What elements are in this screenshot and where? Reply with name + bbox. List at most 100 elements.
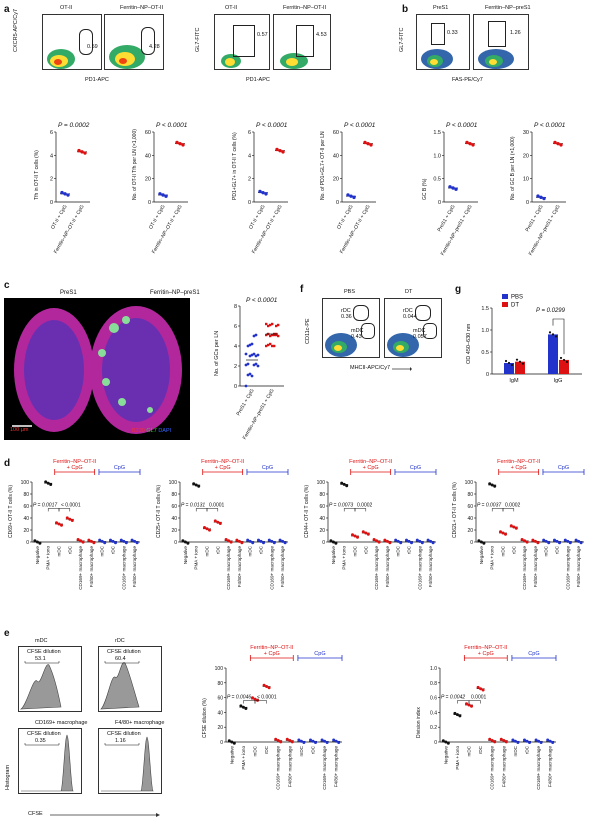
data-point <box>55 521 58 525</box>
data-point <box>363 140 367 145</box>
x-tick-label: OT-II + CpG <box>50 204 69 231</box>
x-tick-label: Ferritin–NP–OT-II + CpG <box>339 204 372 255</box>
data-point <box>448 185 452 189</box>
y-tick-label: 4 <box>234 344 237 350</box>
p-value: 0.0002 <box>357 502 373 508</box>
data-point <box>542 196 546 201</box>
data-point <box>265 344 268 348</box>
y-tick-label: 20 <box>467 528 473 534</box>
p-value: P < 0.0001 <box>156 122 188 129</box>
data-point <box>533 539 537 543</box>
data-point <box>208 528 211 532</box>
p-value: P = 0.0299 <box>536 308 566 314</box>
p-value: P = 0.0042 <box>441 695 465 701</box>
data-point <box>320 738 324 742</box>
p-value: 0.0001 <box>209 502 225 508</box>
stain-b220: B220 <box>132 428 145 434</box>
x-tick-label: rDC <box>555 545 560 554</box>
data-point <box>83 151 87 155</box>
y-tick-label: 1.0 <box>430 666 437 672</box>
data-point <box>511 738 515 742</box>
data-point <box>68 517 72 521</box>
data-point <box>135 541 139 545</box>
data-point <box>455 713 459 717</box>
micro-title: Ferritin–NP–preS1 <box>150 290 200 296</box>
y-tick-label: 0.8 <box>430 681 437 687</box>
x-tick-label: Negative <box>443 746 448 765</box>
y-tick-label: 0.6 <box>430 696 437 702</box>
flow-title: OT-II <box>60 5 73 11</box>
flow-title: OT-II <box>225 5 238 11</box>
y-tick-label: 0 <box>470 540 473 546</box>
p-value: P = 0.0002 <box>58 122 90 129</box>
data-point <box>366 141 370 146</box>
data-point <box>111 539 115 543</box>
data-point <box>518 360 522 363</box>
gate-bracket <box>24 743 60 746</box>
data-point <box>237 539 241 543</box>
x-tick-label: PMA + iono <box>455 746 460 770</box>
data-point <box>205 527 209 531</box>
x-tick-label: mDC <box>248 545 253 556</box>
data-point <box>377 540 381 544</box>
flow-plot-ferritin-pres1: 1.26 <box>473 14 529 70</box>
data-point <box>311 739 315 743</box>
flow-plot-ferritin-gl7: 4.53 <box>273 14 331 70</box>
data-point <box>253 697 257 701</box>
data-point <box>523 738 526 742</box>
data-point <box>297 738 301 742</box>
data-point <box>122 539 126 543</box>
data-point <box>241 705 245 709</box>
x-tick-label: PMA + iono <box>46 546 51 570</box>
x-tick-label: PMA + iono <box>194 546 199 570</box>
data-point <box>490 739 494 743</box>
data-point <box>556 141 560 146</box>
p-value: P < 0.0001 <box>534 122 566 129</box>
gate-bracket <box>24 661 60 664</box>
data-point <box>109 538 112 542</box>
data-point <box>337 741 341 745</box>
group-header-blue: CpG <box>114 465 125 471</box>
data-point <box>254 333 258 337</box>
data-point <box>534 738 538 742</box>
data-point <box>256 364 260 368</box>
data-point <box>577 539 581 543</box>
data-point <box>248 539 252 543</box>
y-tick-label: 80 <box>319 492 325 498</box>
data-point <box>559 143 563 147</box>
p-value: P = 0.0073 <box>329 502 353 508</box>
data-point <box>351 533 354 537</box>
data-point <box>227 739 231 743</box>
data-point <box>481 688 485 692</box>
histogram-title: rDC <box>115 638 125 644</box>
data-point <box>441 739 445 743</box>
data-point <box>563 538 567 542</box>
y-tick-label: 30 <box>523 130 529 136</box>
flow-xlabel: FAS-PE/Cy7 <box>452 77 483 83</box>
data-point <box>216 520 220 524</box>
group-header-red: + CpG <box>511 465 527 471</box>
x-tick-label: CD169+ macrophage <box>522 546 527 590</box>
data-point <box>539 741 543 745</box>
data-point <box>275 147 279 152</box>
data-point <box>275 333 278 337</box>
p-value: P = 0.0046 <box>227 695 251 701</box>
group-header-red: Ferritin–NP–OT-II <box>250 645 294 651</box>
x-tick-label: IgG <box>554 378 563 384</box>
data-point <box>251 696 254 700</box>
y-axis-label: CD62L+ OT-II T cells (%) <box>452 482 458 538</box>
x-tick-label: F4/80+ macrophage <box>334 746 339 788</box>
histogram-gate-value: 53.1 <box>35 656 46 662</box>
data-point <box>274 737 278 741</box>
data-point <box>502 739 506 743</box>
data-point <box>512 525 516 529</box>
y-tick-label: 4 <box>248 153 251 159</box>
y-tick-label: 60 <box>171 504 177 510</box>
data-point <box>352 195 356 200</box>
data-point <box>375 539 379 543</box>
data-point <box>262 541 265 545</box>
data-point <box>516 741 520 745</box>
data-point <box>490 483 494 487</box>
panel-label-a: a <box>4 4 10 15</box>
p-value: 0.0001 <box>471 695 487 701</box>
